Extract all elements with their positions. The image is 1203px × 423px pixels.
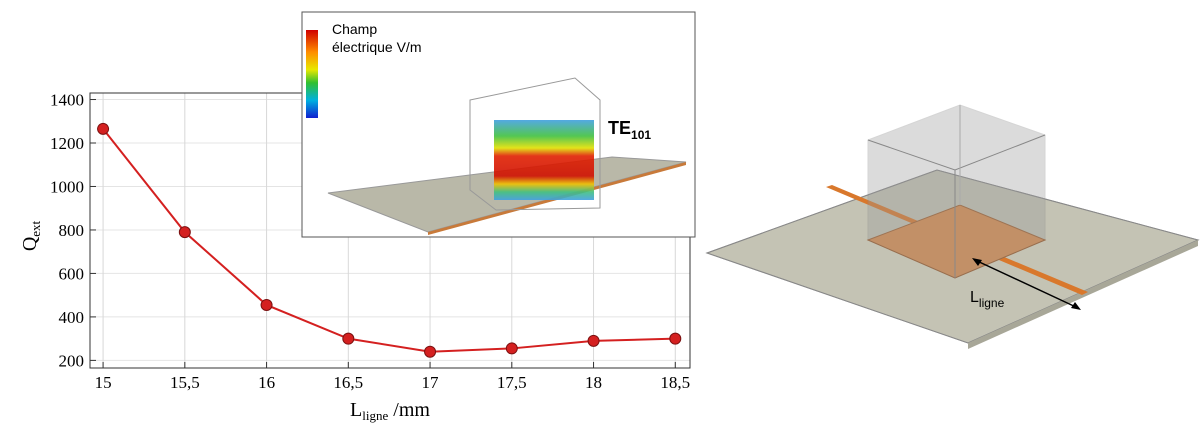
dimension-arrow xyxy=(974,259,1079,309)
y-tick-label: 1400 xyxy=(50,91,84,110)
inset-title: Champ xyxy=(332,21,377,37)
y-label-main: Q xyxy=(19,236,41,251)
y-tick-label: 1000 xyxy=(50,177,84,196)
inset-box xyxy=(469,77,601,211)
arrow-head xyxy=(1071,302,1081,310)
arrow-head xyxy=(972,258,982,266)
y-tick-label: 400 xyxy=(59,308,85,327)
data-point xyxy=(97,122,110,135)
series-line xyxy=(102,128,676,353)
inset-title: électrique V/m xyxy=(332,39,421,55)
data-point xyxy=(587,334,600,347)
data-point xyxy=(342,332,355,345)
y-tick-label: 1200 xyxy=(50,134,84,153)
figure-label-main: L xyxy=(970,289,979,306)
figure-label-sub: ligne xyxy=(979,296,1005,310)
x-label-unit: /mm xyxy=(388,399,430,421)
x-tick-label: 15 xyxy=(95,373,112,392)
x-tick-label: 16 xyxy=(258,373,275,392)
x-tick-label: 17,5 xyxy=(497,373,527,392)
data-point xyxy=(178,226,191,239)
figure: Lligne xyxy=(705,104,1200,349)
x-tick-label: 16,5 xyxy=(333,373,363,392)
mode-sub: 101 xyxy=(631,128,651,142)
mode-main: TE xyxy=(608,118,631,138)
y-tick-label: 800 xyxy=(59,221,85,240)
x-tick-label: 15,5 xyxy=(170,373,200,392)
data-point xyxy=(669,332,682,345)
x-axis-label: Lligne /mm xyxy=(350,399,430,423)
data-point xyxy=(260,298,273,311)
y-tick-label: 200 xyxy=(59,351,85,370)
data-point xyxy=(505,342,518,355)
x-label-sub: ligne xyxy=(362,408,388,423)
data-point xyxy=(424,345,437,358)
y-tick-label: 600 xyxy=(59,264,85,283)
x-label-main: L xyxy=(350,399,362,421)
inset: Champ électrique V/m TE101 xyxy=(301,11,696,238)
field-plot xyxy=(494,120,594,200)
figure-label: Lligne xyxy=(970,289,1005,310)
x-tick-label: 17 xyxy=(422,373,440,392)
colorbar xyxy=(306,30,318,118)
pad xyxy=(866,204,1047,279)
y-label-sub: ext xyxy=(28,220,43,236)
y-axis-label: Qext xyxy=(19,220,43,251)
x-tick-label: 18,5 xyxy=(660,373,690,392)
x-tick-label: 18 xyxy=(585,373,602,392)
mode-label: TE101 xyxy=(608,118,651,142)
